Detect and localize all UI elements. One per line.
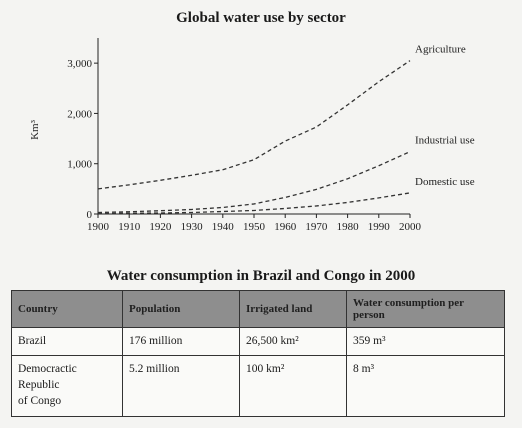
table-row: Brazil 176 million 26,500 km² 359 m³ (11, 327, 505, 356)
y-tick-label: 2,000 (67, 108, 92, 120)
y-tick-label: 0 (87, 209, 93, 221)
header-country: Country (11, 290, 123, 328)
x-tick-label: 1950 (243, 221, 266, 233)
irrigated-land-cell: 100 km² (239, 355, 347, 417)
series-line-industrial-use (97, 151, 411, 214)
population-cell: 176 million (122, 327, 240, 356)
x-tick-label: 1990 (368, 221, 391, 233)
table-header-row: Country Population Irrigated land Water … (11, 290, 505, 328)
x-tick-label: 1940 (212, 221, 235, 233)
table-title: Water consumption in Brazil and Congo in… (106, 268, 416, 284)
chart-title: Global water use by sector (176, 10, 346, 26)
x-tick-label: 1970 (305, 221, 328, 233)
table-row: Democractic Republic of Congo 5.2 millio… (11, 355, 505, 417)
y-axis-label: Km³ (29, 119, 41, 140)
x-tick-label: 1920 (149, 221, 172, 233)
x-tick-label: 2000 (399, 221, 422, 233)
x-tick-label: 1960 (274, 221, 297, 233)
country-cell: Brazil (11, 327, 123, 356)
x-tick-label: 1980 (337, 221, 360, 233)
series-line-agriculture (97, 60, 411, 190)
header-water-consumption: Water consumption per person (346, 290, 505, 328)
x-tick-label: 1910 (118, 221, 141, 233)
water-consumption-table: Country Population Irrigated land Water … (11, 290, 505, 417)
x-tick-label: 1930 (181, 221, 204, 233)
y-tick-label: 3,000 (67, 58, 92, 70)
series-line-domestic-use (97, 192, 411, 215)
series-label-agriculture: Agriculture (415, 44, 466, 56)
water-use-line-chart: 0 1,000 2,000 3,000 1900 1910 1920 1930 1940 1950… (29, 38, 475, 233)
irrigated-land-cell: 26,500 km² (239, 327, 347, 356)
series-label-industrial-use: Industrial use (415, 135, 475, 147)
x-tick-label: 1900 (87, 221, 110, 233)
water-consumption-cell: 8 m³ (346, 355, 505, 417)
water-consumption-cell: 359 m³ (346, 327, 505, 356)
population-cell: 5.2 million (122, 355, 240, 417)
header-irrigated-land: Irrigated land (239, 290, 347, 328)
y-tick-label: 1,000 (67, 159, 92, 171)
country-cell: Democractic Republic of Congo (11, 355, 123, 417)
header-population: Population (122, 290, 240, 328)
series-label-domestic-use: Domestic use (415, 176, 475, 188)
